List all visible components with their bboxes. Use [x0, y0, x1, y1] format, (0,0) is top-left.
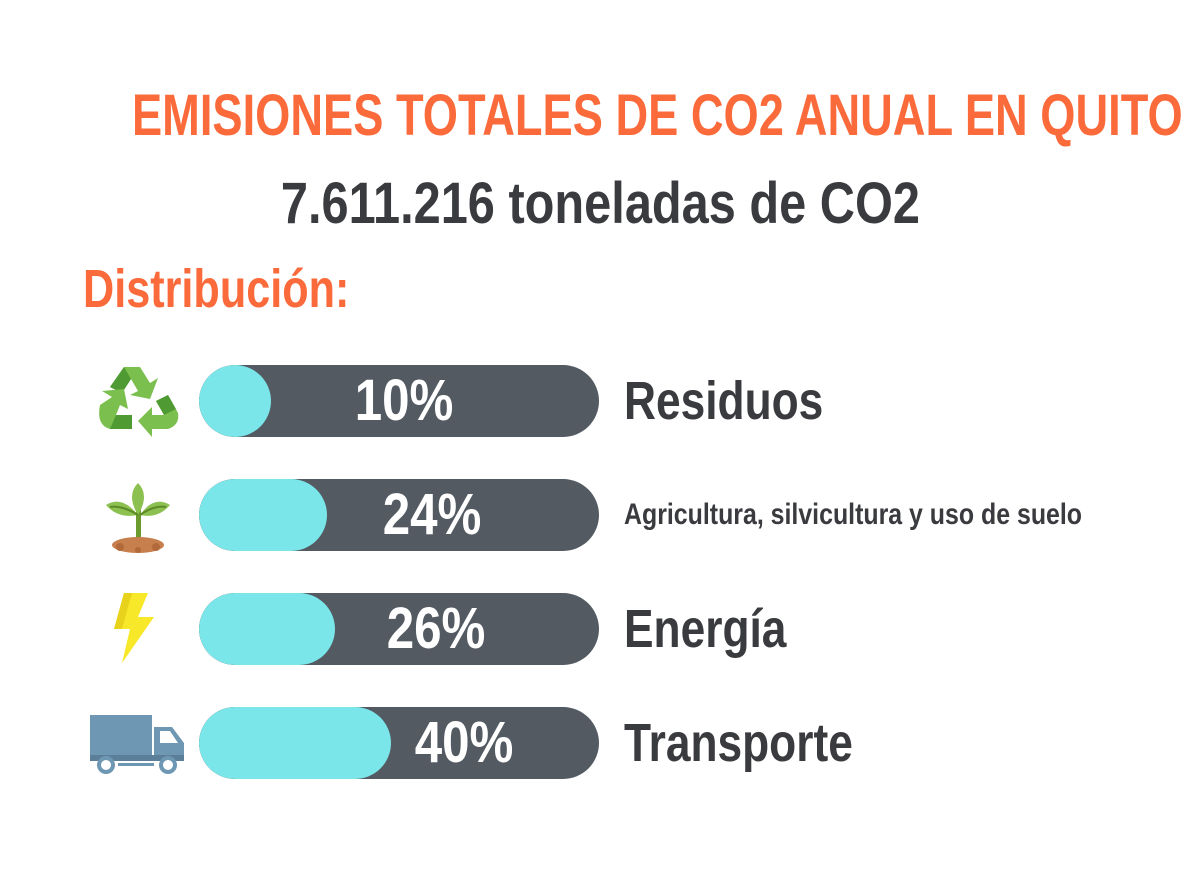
bar-track: 26%	[199, 593, 599, 665]
section-label: Distribución:	[83, 259, 350, 319]
lightning-bolt-icon	[114, 593, 154, 663]
chart-title: EMISIONES TOTALES DE CO2 ANUAL EN QUITO	[132, 83, 1183, 148]
bar-track: 10%	[199, 365, 599, 437]
bar-track: 40%	[199, 707, 599, 779]
percent-label: 24%	[382, 482, 482, 547]
bar-track: 24%	[199, 479, 599, 551]
distribution-row-transporte: 40% Transporte	[0, 707, 1201, 779]
recycle-icon	[99, 367, 179, 437]
bar-fill	[199, 707, 391, 779]
distribution-row-energia: 26% Energía	[0, 593, 1201, 665]
category-label: Energía	[624, 599, 787, 659]
total-emissions: 7.611.216 toneladas de CO2	[280, 171, 920, 236]
percent-label: 10%	[354, 368, 454, 433]
bar-fill	[199, 479, 327, 551]
percent-label: 40%	[414, 710, 514, 775]
distribution-row-agricultura: 24% Agricultura, silvicultura y uso de s…	[0, 479, 1201, 553]
plant-sprout-icon	[106, 483, 170, 553]
category-label: Residuos	[624, 371, 824, 431]
category-label: Agricultura, silvicultura y uso de suelo	[624, 498, 1083, 531]
bar-fill	[199, 593, 335, 665]
category-label: Transporte	[624, 713, 853, 773]
truck-icon	[90, 715, 184, 774]
percent-label: 26%	[386, 596, 486, 661]
bar-fill	[199, 365, 271, 437]
distribution-row-residuos: 10% Residuos	[0, 365, 1201, 437]
